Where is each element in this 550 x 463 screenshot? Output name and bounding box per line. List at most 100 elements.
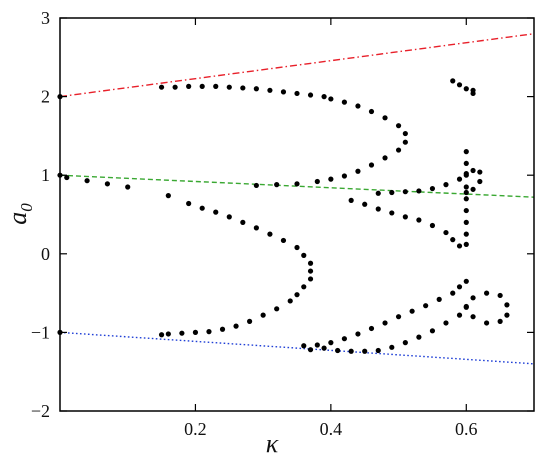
tick-labels: 0.2 0.4 0.6 −2 −1 0 1 2 3 bbox=[31, 8, 478, 439]
data-point bbox=[470, 167, 476, 174]
data-point bbox=[321, 94, 327, 100]
data-point bbox=[504, 302, 510, 308]
data-point bbox=[355, 331, 361, 337]
data-point bbox=[307, 92, 314, 98]
data-point bbox=[382, 320, 388, 326]
data-point bbox=[456, 176, 463, 182]
data-point bbox=[260, 312, 266, 318]
y-tick-label: 2 bbox=[41, 87, 50, 107]
data-point bbox=[477, 169, 483, 175]
data-point bbox=[206, 329, 212, 335]
data-point bbox=[362, 348, 368, 354]
data-point bbox=[186, 83, 192, 89]
y-tick-label: 1 bbox=[41, 165, 50, 185]
data-point bbox=[423, 303, 429, 309]
data-point bbox=[429, 222, 436, 229]
data-point bbox=[484, 290, 490, 296]
data-point bbox=[301, 284, 307, 290]
plot-frame bbox=[59, 17, 535, 412]
data-point bbox=[416, 217, 422, 223]
data-point bbox=[328, 96, 334, 102]
x-tick-label: 0.6 bbox=[455, 419, 478, 439]
y-tick-label: 0 bbox=[41, 244, 50, 264]
data-point bbox=[463, 231, 469, 237]
data-points bbox=[57, 78, 510, 354]
data-point bbox=[240, 85, 246, 91]
data-point bbox=[497, 318, 503, 324]
data-point bbox=[395, 147, 402, 153]
data-point bbox=[443, 320, 449, 326]
data-point bbox=[456, 284, 463, 290]
data-point bbox=[456, 82, 463, 88]
data-point bbox=[368, 162, 375, 168]
data-point bbox=[497, 292, 503, 299]
data-point bbox=[368, 108, 375, 115]
reference-line-1 bbox=[59, 33, 535, 98]
data-point bbox=[463, 189, 469, 196]
data-point bbox=[341, 99, 347, 105]
data-point bbox=[253, 182, 259, 189]
data-point bbox=[213, 83, 219, 89]
data-point bbox=[402, 214, 408, 220]
data-point bbox=[429, 185, 436, 192]
data-point bbox=[226, 84, 232, 90]
axis-ticks bbox=[60, 17, 534, 412]
data-point bbox=[84, 178, 90, 184]
data-point bbox=[463, 86, 469, 92]
data-point bbox=[64, 174, 70, 181]
data-point bbox=[307, 276, 314, 282]
data-point bbox=[301, 252, 307, 258]
data-point bbox=[463, 207, 469, 214]
data-point bbox=[213, 209, 219, 215]
data-point bbox=[294, 244, 300, 251]
data-point bbox=[328, 176, 334, 182]
data-point bbox=[429, 328, 436, 334]
data-point bbox=[470, 295, 476, 301]
data-point bbox=[125, 184, 131, 190]
data-point bbox=[301, 343, 307, 349]
data-point bbox=[416, 334, 422, 340]
data-point bbox=[375, 190, 381, 196]
x-tick-label: 0.2 bbox=[184, 419, 207, 439]
y-tick-label: −2 bbox=[31, 401, 50, 421]
data-point bbox=[219, 326, 226, 332]
data-point bbox=[375, 206, 381, 212]
data-point bbox=[294, 292, 300, 298]
data-point bbox=[389, 344, 395, 350]
data-point bbox=[436, 296, 442, 302]
data-point bbox=[443, 229, 449, 236]
data-point bbox=[389, 189, 395, 196]
data-point bbox=[172, 84, 178, 90]
data-point bbox=[233, 323, 239, 329]
data-point bbox=[179, 330, 185, 336]
data-point bbox=[456, 243, 463, 249]
data-point bbox=[240, 219, 246, 225]
data-point bbox=[402, 130, 408, 137]
y-tick-label: −1 bbox=[31, 322, 50, 342]
data-point bbox=[463, 304, 469, 310]
data-point bbox=[402, 340, 408, 346]
data-point bbox=[186, 200, 192, 207]
data-point bbox=[450, 237, 456, 243]
data-point bbox=[470, 314, 476, 320]
data-point bbox=[416, 188, 422, 194]
data-point bbox=[274, 182, 280, 188]
data-point bbox=[463, 241, 469, 247]
data-point bbox=[382, 155, 388, 161]
data-point bbox=[253, 225, 259, 231]
data-point bbox=[104, 181, 110, 187]
data-point bbox=[280, 89, 287, 95]
data-point bbox=[321, 345, 327, 351]
x-tick-label: 0.4 bbox=[320, 419, 343, 439]
data-point bbox=[463, 196, 469, 202]
data-point bbox=[274, 306, 280, 312]
data-point bbox=[307, 260, 314, 266]
data-point bbox=[375, 347, 381, 354]
data-point bbox=[470, 186, 476, 192]
reference-lines bbox=[59, 33, 535, 365]
data-point bbox=[335, 347, 341, 354]
data-point bbox=[247, 318, 253, 324]
data-point bbox=[389, 210, 395, 216]
data-point bbox=[362, 201, 368, 207]
data-point bbox=[395, 314, 402, 320]
